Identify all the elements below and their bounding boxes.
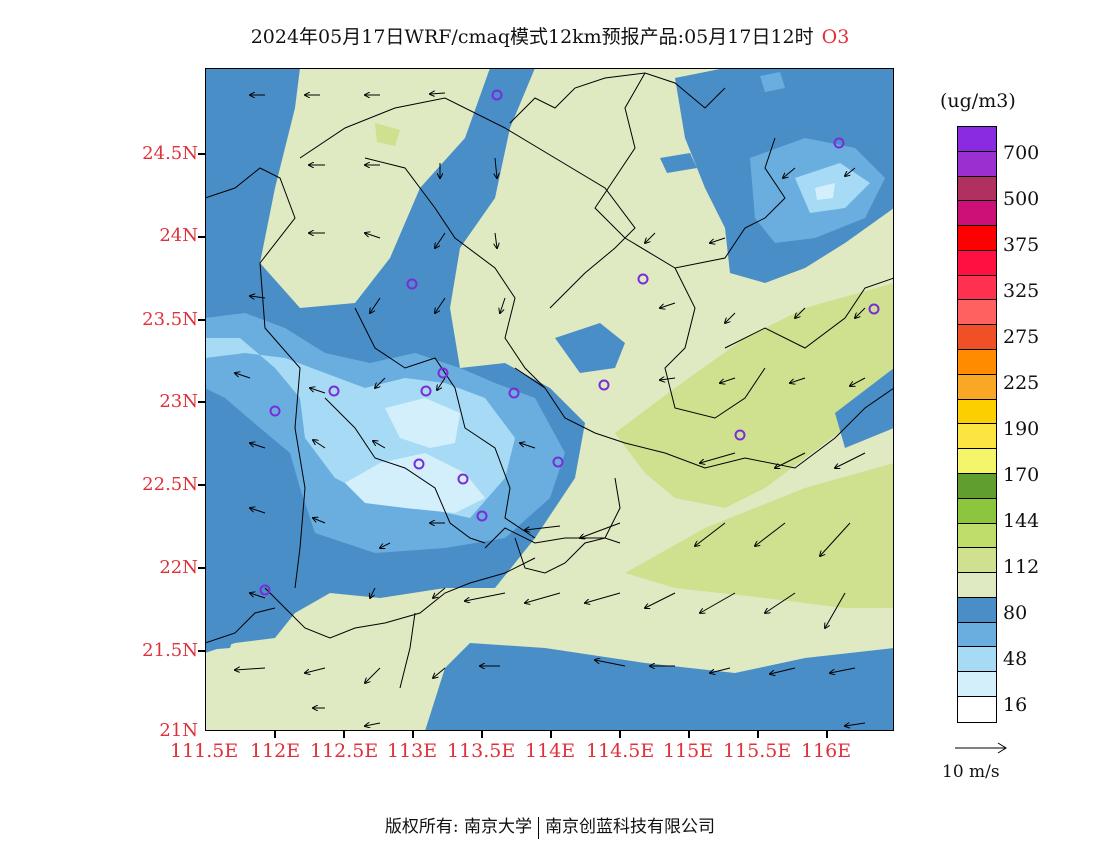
wind-vectors — [235, 93, 866, 726]
colorbar-swatch — [958, 275, 996, 301]
y-tick — [198, 650, 206, 652]
colorbar-swatch — [958, 473, 996, 499]
y-tick — [198, 153, 206, 155]
colorbar-label: 700 — [1003, 142, 1040, 164]
colorbar — [957, 126, 997, 723]
y-tick — [198, 236, 206, 238]
ozone-map — [205, 68, 894, 731]
fill-112-144-southeast — [625, 463, 894, 608]
colorbar-swatch — [958, 176, 996, 202]
fill-48-80-small-north — [660, 153, 697, 173]
colorbar-swatch — [958, 548, 996, 574]
colorbar-swatch — [958, 424, 996, 450]
y-label-23N: 23N — [159, 391, 198, 412]
colorbar-label: 275 — [1003, 326, 1040, 348]
boundary-lines — [205, 72, 894, 689]
x-label-111.5E: 111.5E — [170, 740, 239, 762]
fill-48-80-eye — [555, 323, 625, 373]
colorbar-label: 80 — [1003, 602, 1028, 624]
x-tick — [274, 730, 276, 738]
x-tick — [550, 730, 552, 738]
colorbar-swatch — [958, 672, 996, 697]
y-tick — [198, 484, 206, 486]
colorbar-swatch — [958, 449, 996, 474]
y-label-22N: 22N — [159, 557, 198, 578]
colorbar-label: 16 — [1003, 694, 1028, 716]
y-tick — [198, 567, 206, 569]
colorbar-swatch — [958, 374, 996, 400]
colorbar-swatch — [958, 300, 996, 326]
y-label-23.5N: 23.5N — [142, 309, 198, 330]
x-label-112.5E: 112.5E — [310, 740, 379, 762]
fill-48-80-south-sea — [425, 643, 894, 731]
colorbar-label: 500 — [1003, 188, 1040, 210]
colorbar-swatch — [958, 127, 996, 152]
x-tick — [481, 730, 483, 738]
x-tick — [757, 730, 759, 738]
x-label-113E: 113E — [387, 740, 438, 762]
colorbar-swatch — [958, 647, 996, 673]
species-label: O3 — [821, 26, 850, 48]
x-label-112E: 112E — [250, 740, 301, 762]
colorbar-swatch — [958, 250, 996, 276]
colorbar-swatch — [958, 622, 996, 648]
x-tick — [343, 730, 345, 738]
colorbar-swatch — [958, 597, 996, 623]
footer-divider — [538, 816, 540, 839]
colorbar-swatch — [958, 201, 996, 227]
x-label-113.5E: 113.5E — [447, 740, 516, 762]
x-label-116E: 116E — [801, 740, 852, 762]
y-label-21N: 21N — [159, 720, 198, 741]
colorbar-label: 325 — [1003, 280, 1040, 302]
y-label-22.5N: 22.5N — [142, 474, 198, 495]
x-tick — [619, 730, 621, 738]
station-markers — [259, 89, 880, 596]
y-label-24.5N: 24.5N — [142, 143, 198, 164]
colorbar-swatch — [958, 523, 996, 549]
x-tick — [826, 730, 828, 738]
y-label-21.5N: 21.5N — [142, 640, 198, 661]
y-tick — [198, 401, 206, 403]
colorbar-swatch — [958, 350, 996, 375]
colorbar-label: 112 — [1003, 556, 1040, 578]
copyright-company: 南京创蓝科技有限公司 — [545, 817, 716, 837]
colorbar-swatch — [958, 696, 996, 722]
wind-reference-label: 10 m/s — [942, 762, 1000, 782]
wind-reference-arrow — [955, 742, 1007, 754]
x-label-114.5E: 114.5E — [586, 740, 655, 762]
colorbar-label: 48 — [1003, 648, 1028, 670]
x-tick — [688, 730, 690, 738]
unit-label: (ug/m3) — [940, 90, 1016, 112]
x-label-115E: 115E — [663, 740, 714, 762]
colorbar-label: 170 — [1003, 464, 1040, 486]
colorbar-label: 225 — [1003, 372, 1040, 394]
colorbar-swatch — [958, 226, 996, 251]
x-tick — [412, 730, 414, 738]
colorbar-swatch — [958, 399, 996, 425]
x-label-114E: 114E — [525, 740, 576, 762]
copyright-owner: 版权所有: 南京大学 — [384, 817, 533, 837]
fill-112-144-east — [615, 283, 894, 508]
colorbar-label: 144 — [1003, 510, 1040, 532]
title-text: 2024年05月17日WRF/cmaq模式12km预报产品:05月17日12时 — [250, 26, 814, 48]
colorbar-swatch — [958, 573, 996, 598]
y-tick — [198, 319, 206, 321]
fill-112-144-small — [375, 123, 400, 146]
colorbar-swatch — [958, 498, 996, 524]
copyright-footer: 版权所有: 南京大学 南京创蓝科技有限公司 — [0, 812, 1100, 839]
map-title: 2024年05月17日WRF/cmaq模式12km预报产品:05月17日12时 O… — [0, 22, 1100, 49]
colorbar-swatch — [958, 325, 996, 351]
colorbar-swatch — [958, 151, 996, 177]
x-label-115.5E: 115.5E — [723, 740, 792, 762]
y-label-24N: 24N — [159, 225, 198, 246]
colorbar-label: 190 — [1003, 418, 1040, 440]
colorbar-label: 375 — [1003, 234, 1040, 256]
